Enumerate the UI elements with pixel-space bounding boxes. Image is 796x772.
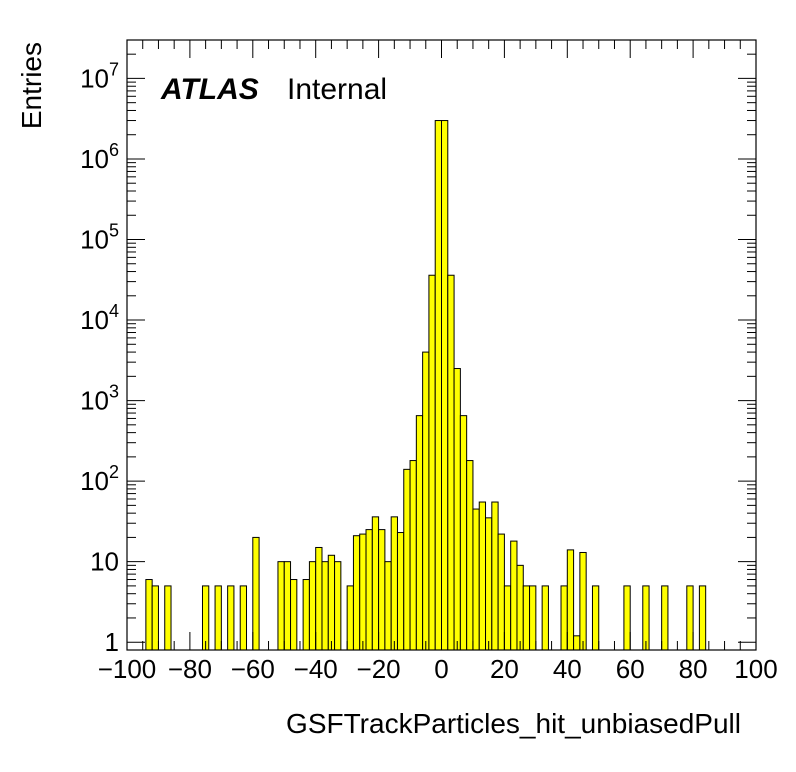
x-tick-label: −80 [168, 654, 212, 684]
histogram-bar-21 [371, 516, 380, 651]
y-tick-label: 102 [80, 462, 119, 496]
y-tick-labels: 1 10 102 103 104 105 106 107 [80, 59, 119, 657]
histogram-bar-9 [283, 561, 292, 651]
histogram-bar-14 [321, 561, 329, 651]
histogram-bar-55 [661, 585, 669, 651]
histogram-bar-1 [151, 585, 159, 651]
histogram-bar-52 [591, 585, 600, 651]
x-tick-label: 40 [553, 654, 582, 684]
histogram-bar-10 [290, 579, 298, 651]
histogram-bar-22 [378, 529, 386, 651]
histogram-bar-2 [164, 585, 172, 651]
x-axis-title: GSFTrackParticles_hit_unbiasedPull [286, 708, 741, 739]
y-tick-label: 105 [80, 221, 119, 255]
histogram-bar-50 [573, 635, 581, 651]
histogram-bar-49 [566, 549, 575, 651]
histogram-bar-4 [214, 585, 222, 651]
histogram-bar-36 [466, 460, 474, 651]
y-tick-label: 107 [80, 59, 119, 93]
histogram-bar-26 [403, 468, 411, 651]
histogram-bar-28 [415, 415, 424, 651]
y-tick-label: 104 [80, 301, 119, 335]
y-tick-label: 106 [80, 140, 119, 174]
histogram-bar-39 [485, 517, 493, 651]
histogram-bar-27 [409, 460, 417, 651]
histogram-bars [145, 120, 707, 651]
histogram-bar-35 [459, 415, 468, 651]
histogram-bar-34 [453, 368, 461, 651]
histogram-bar-3 [201, 585, 210, 651]
histogram-bar-23 [384, 561, 392, 651]
histogram-bar-47 [541, 585, 549, 651]
histogram-bar-29 [422, 351, 430, 651]
x-tick-label: −60 [231, 654, 275, 684]
y-tick-label: 1 [105, 627, 119, 657]
histogram-bar-30 [428, 274, 436, 651]
histogram-bar-31 [434, 120, 442, 651]
histogram-bar-44 [516, 564, 524, 651]
x-tick-labels: −100 −80 −60 −40 −20 0 20 40 60 80 100 [98, 654, 778, 684]
histogram-bar-38 [478, 501, 487, 651]
x-tick-label: 100 [734, 654, 777, 684]
atlas-label: ATLAS [160, 73, 259, 106]
histogram-bar-56 [686, 585, 694, 651]
histogram-bar-42 [503, 585, 512, 651]
histogram-bar-48 [560, 585, 568, 651]
y-tick-label: 103 [80, 382, 119, 416]
histogram-bar-19 [359, 533, 367, 651]
x-tick-label: −20 [357, 654, 401, 684]
x-tick-label: 20 [490, 654, 519, 684]
histogram-bar-41 [497, 533, 505, 651]
x-tick-label: −100 [98, 654, 157, 684]
histogram-bar-33 [447, 274, 455, 651]
histogram-bar-45 [522, 585, 531, 651]
y-axis-title: Entries [16, 42, 47, 129]
histogram-bar-8 [277, 561, 285, 651]
y-tick-label: 10 [90, 547, 119, 577]
histogram-bar-54 [642, 585, 650, 651]
histogram-bar-53 [623, 585, 631, 651]
histogram-bar-0 [145, 579, 153, 651]
histogram-bar-16 [334, 561, 342, 651]
histogram-bar-6 [239, 585, 248, 651]
histogram-bar-32 [441, 120, 449, 651]
histogram-bar-12 [308, 561, 317, 651]
x-tick-label: −40 [294, 654, 338, 684]
histogram-bar-7 [252, 536, 260, 651]
histogram-bar-37 [472, 508, 480, 651]
histogram-bar-57 [698, 585, 707, 651]
histogram-bar-15 [327, 554, 336, 651]
histogram-bar-51 [579, 551, 587, 651]
histogram-bar-40 [491, 501, 499, 651]
histogram-bar-25 [396, 532, 405, 651]
histogram-bar-13 [315, 546, 323, 651]
axis-ticks [126, 39, 757, 650]
histogram-bar-46 [529, 585, 537, 651]
x-tick-label: 60 [616, 654, 645, 684]
histogram-bar-5 [227, 585, 235, 651]
x-tick-label: 0 [434, 654, 448, 684]
histogram-bar-11 [302, 579, 310, 651]
histogram-bar-43 [510, 540, 518, 651]
histogram-bar-17 [346, 585, 354, 651]
histogram-bar-18 [352, 535, 361, 651]
histogram-bar-24 [390, 516, 398, 651]
internal-label: Internal [287, 73, 387, 106]
x-tick-label: 80 [679, 654, 708, 684]
histogram-bar-20 [365, 529, 373, 651]
